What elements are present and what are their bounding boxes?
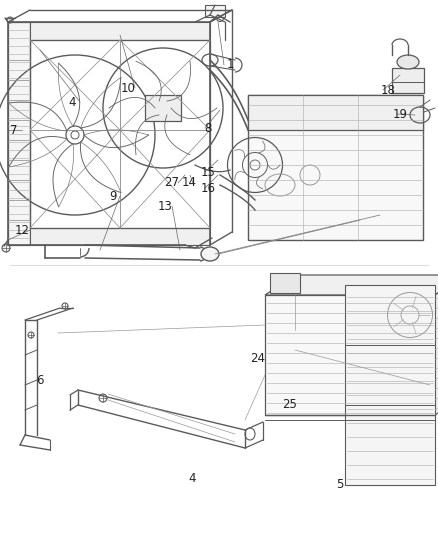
Text: 16: 16 xyxy=(201,182,215,195)
Text: 1: 1 xyxy=(226,59,234,71)
Text: 15: 15 xyxy=(201,166,215,179)
Bar xyxy=(248,95,423,130)
Ellipse shape xyxy=(397,55,419,69)
Text: 19: 19 xyxy=(392,108,407,120)
Bar xyxy=(30,22,210,40)
Text: 13: 13 xyxy=(158,199,173,213)
Text: 5: 5 xyxy=(336,478,344,490)
Polygon shape xyxy=(435,275,438,415)
Bar xyxy=(270,273,300,293)
Text: 4: 4 xyxy=(188,472,196,484)
Text: 14: 14 xyxy=(181,176,197,190)
Ellipse shape xyxy=(201,247,219,261)
Text: 6: 6 xyxy=(36,374,44,386)
Text: 27: 27 xyxy=(165,176,180,190)
Ellipse shape xyxy=(2,244,10,252)
Text: 8: 8 xyxy=(204,122,212,134)
Bar xyxy=(30,228,210,245)
Text: 7: 7 xyxy=(10,124,18,136)
Text: 9: 9 xyxy=(109,190,117,203)
Text: 24: 24 xyxy=(251,351,265,365)
Bar xyxy=(145,95,181,121)
Text: 4: 4 xyxy=(68,95,76,109)
Text: 18: 18 xyxy=(381,84,396,96)
Bar xyxy=(8,22,30,245)
Text: 12: 12 xyxy=(14,223,29,237)
Bar xyxy=(30,40,210,228)
Text: 10: 10 xyxy=(120,82,135,94)
Bar xyxy=(248,95,423,240)
Bar xyxy=(265,295,435,415)
Text: 25: 25 xyxy=(283,398,297,410)
Bar xyxy=(205,5,225,17)
Bar xyxy=(345,285,435,485)
Polygon shape xyxy=(265,275,438,295)
Bar xyxy=(392,68,424,93)
